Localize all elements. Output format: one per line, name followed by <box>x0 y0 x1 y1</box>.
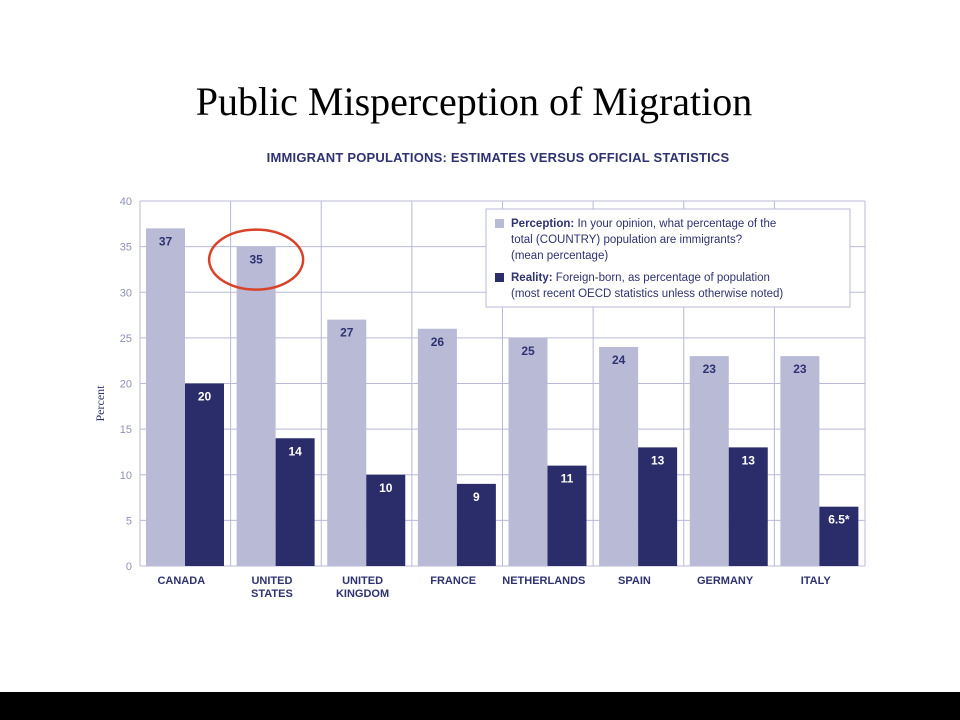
bar-perception <box>599 347 639 566</box>
data-label: 24 <box>612 353 626 367</box>
bar-chart: 0 5 10 15 20 25 30 35 40 Percent 37 20 CANADA 35 14 UNI… <box>93 196 866 600</box>
bar-perception <box>689 356 729 566</box>
y-tick-label: 20 <box>120 379 132 391</box>
x-tick-label: FRANCE <box>430 575 476 587</box>
data-label: 23 <box>703 362 717 376</box>
y-tick-label: 15 <box>120 424 132 436</box>
bar-perception <box>236 246 276 566</box>
bar-reality <box>728 447 768 566</box>
data-label: 11 <box>561 472 574 486</box>
highlight-circle <box>207 228 305 291</box>
data-label: 35 <box>249 253 263 267</box>
legend-text-line: Reality: Foreign-born, as percentage of … <box>511 272 770 284</box>
bar-perception <box>417 328 457 566</box>
bar-reality <box>819 506 859 566</box>
data-label: 23 <box>793 362 807 376</box>
bar-reality <box>185 383 224 566</box>
x-tick-label: STATES <box>251 588 293 600</box>
x-tick-label: KINGDOM <box>336 588 389 600</box>
data-label: 9 <box>473 490 480 504</box>
data-label: 14 <box>288 444 302 458</box>
x-tick-label: ITALY <box>801 575 832 587</box>
bottom-bar <box>0 692 960 720</box>
slide-title: Public Misperception of Migration <box>195 79 753 124</box>
bar-perception <box>508 337 548 566</box>
bar-reality <box>275 438 315 566</box>
bar-perception <box>780 356 820 566</box>
legend-series-name: Reality: <box>511 272 553 284</box>
y-axis-label: Percent <box>93 385 107 422</box>
data-label: 13 <box>742 453 756 467</box>
bar-reality <box>547 465 587 566</box>
legend-text-line: Perception: In your opinion, what percen… <box>511 218 776 230</box>
y-tick-label: 35 <box>120 242 132 254</box>
legend-text-line: (most recent OECD statistics unless othe… <box>511 288 783 300</box>
data-label: 20 <box>198 390 212 404</box>
y-tick-label: 25 <box>120 333 132 345</box>
legend-text-line: total (COUNTRY) population are immigrant… <box>511 234 742 246</box>
bar-reality <box>638 447 678 566</box>
legend-series-desc: Foreign-born, as percentage of populatio… <box>553 272 770 284</box>
legend-series-desc: In your opinion, what percentage of the <box>574 218 776 230</box>
data-label: 10 <box>379 481 393 495</box>
y-tick-label: 40 <box>120 196 132 208</box>
chart-title: IMMIGRANT POPULATIONS: ESTIMATES VERSUS … <box>266 150 730 165</box>
bar-perception <box>327 319 367 566</box>
x-tick-label: GERMANY <box>697 575 754 587</box>
x-tick-label: NETHERLANDS <box>502 575 585 587</box>
data-label: 26 <box>431 335 445 349</box>
data-label: 27 <box>340 326 354 340</box>
legend-swatch-perception <box>495 219 504 228</box>
x-tick-label: UNITED <box>342 575 383 587</box>
bar-reality <box>366 474 406 566</box>
bar-reality <box>456 483 496 566</box>
legend-swatch-reality <box>495 273 504 282</box>
y-tick-label: 30 <box>120 287 132 299</box>
y-tick-label: 0 <box>126 561 132 573</box>
y-tick-label: 10 <box>120 470 132 482</box>
legend-box <box>485 208 851 308</box>
data-label: 37 <box>159 234 173 248</box>
bar-perception <box>146 228 185 566</box>
x-tick-label: UNITED <box>251 575 292 587</box>
legend-series-name: Perception: <box>511 218 574 230</box>
data-label: 25 <box>521 344 535 358</box>
data-label: 13 <box>651 453 665 467</box>
legend-text-line: (mean percentage) <box>511 250 608 262</box>
x-tick-label: CANADA <box>157 575 205 587</box>
y-tick-label: 5 <box>126 515 132 527</box>
x-tick-label: SPAIN <box>618 575 651 587</box>
data-label: 6.5* <box>828 513 850 527</box>
